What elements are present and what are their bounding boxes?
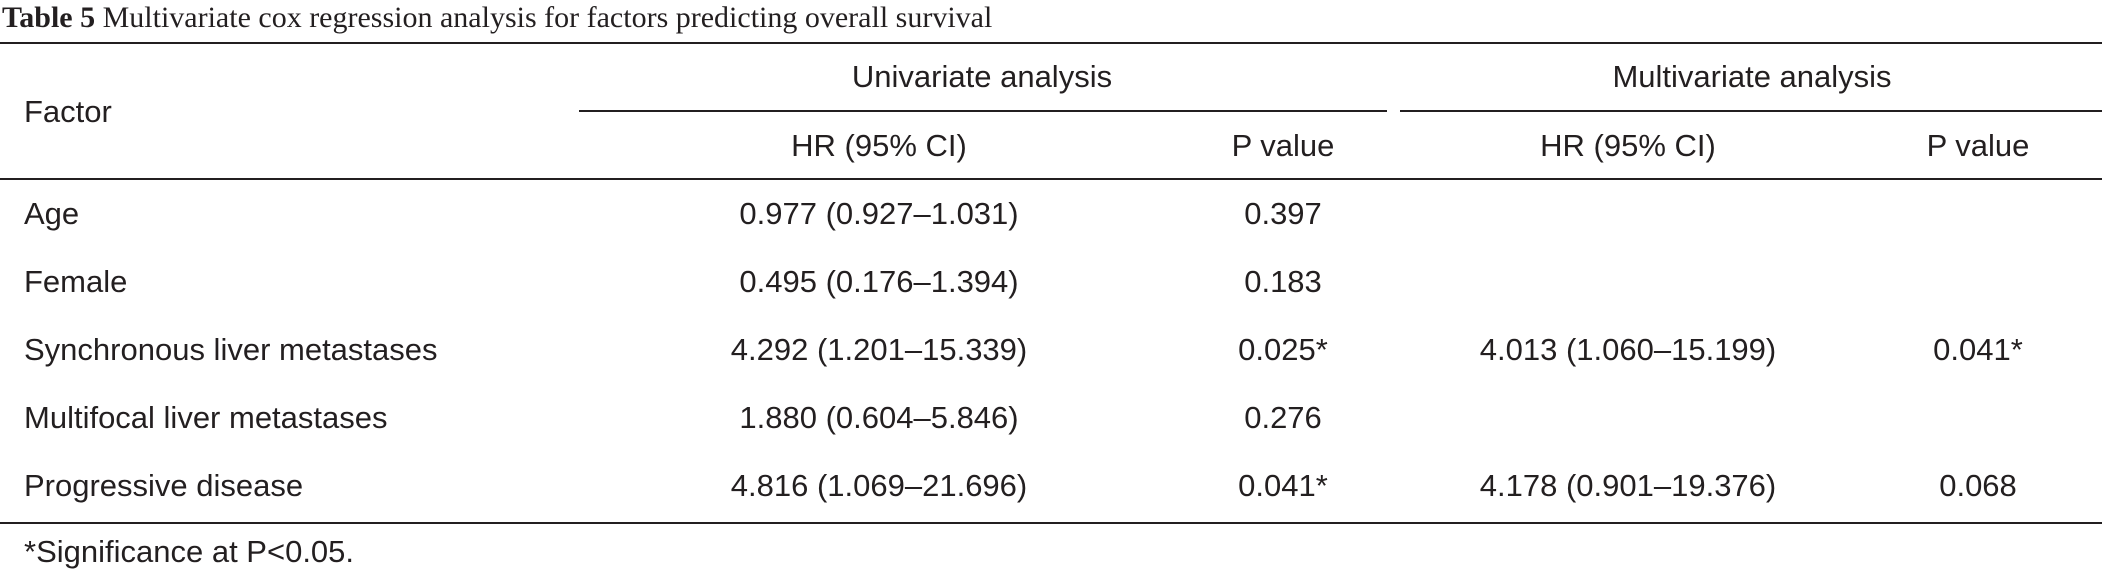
header-uni-p: P value [1231, 128, 1335, 163]
row-uni-hr: 1.880 (0.604–5.846) [739, 400, 1019, 435]
table-footnote: *Significance at P<0.05. [24, 534, 355, 569]
row-uni-p: 0.183 [1244, 264, 1322, 299]
univariate-underline [579, 110, 1387, 112]
top-rule [0, 42, 2102, 44]
row-multi-p: 0.041* [1933, 332, 2023, 367]
header-multivariate: Multivariate analysis [1612, 59, 1892, 94]
row-uni-hr: 4.292 (1.201–15.339) [730, 332, 1028, 367]
row-factor: Age [24, 196, 80, 231]
row-multi-hr: 4.013 (1.060–15.199) [1479, 332, 1777, 367]
row-multi-p: 0.068 [1939, 468, 2017, 503]
row-factor: Synchronous liver metastases [24, 332, 438, 367]
row-uni-p: 0.025* [1238, 332, 1328, 367]
row-uni-p: 0.276 [1244, 400, 1322, 435]
table-label: Table 5 [2, 1, 96, 34]
table-title: Multivariate cox regression analysis for… [102, 1, 993, 34]
header-multi-p: P value [1926, 128, 2030, 163]
row-factor: Female [24, 264, 128, 299]
header-multi-hr: HR (95% CI) [1540, 128, 1716, 163]
multivariate-underline [1400, 110, 2102, 112]
header-uni-hr: HR (95% CI) [791, 128, 967, 163]
row-multi-hr: 4.178 (0.901–19.376) [1479, 468, 1777, 503]
header-rule [0, 178, 2102, 180]
table-caption: Table 5 Multivariate cox regression anal… [2, 0, 992, 36]
row-uni-hr: 4.816 (1.069–21.696) [730, 468, 1028, 503]
row-uni-p: 0.041* [1238, 468, 1328, 503]
header-factor: Factor [24, 94, 112, 129]
header-univariate: Univariate analysis [851, 59, 1113, 94]
row-factor: Progressive disease [24, 468, 304, 503]
row-uni-p: 0.397 [1244, 196, 1322, 231]
row-uni-hr: 0.977 (0.927–1.031) [739, 196, 1019, 231]
row-factor: Multifocal liver metastases [24, 400, 388, 435]
bottom-rule [0, 522, 2102, 524]
row-uni-hr: 0.495 (0.176–1.394) [739, 264, 1019, 299]
